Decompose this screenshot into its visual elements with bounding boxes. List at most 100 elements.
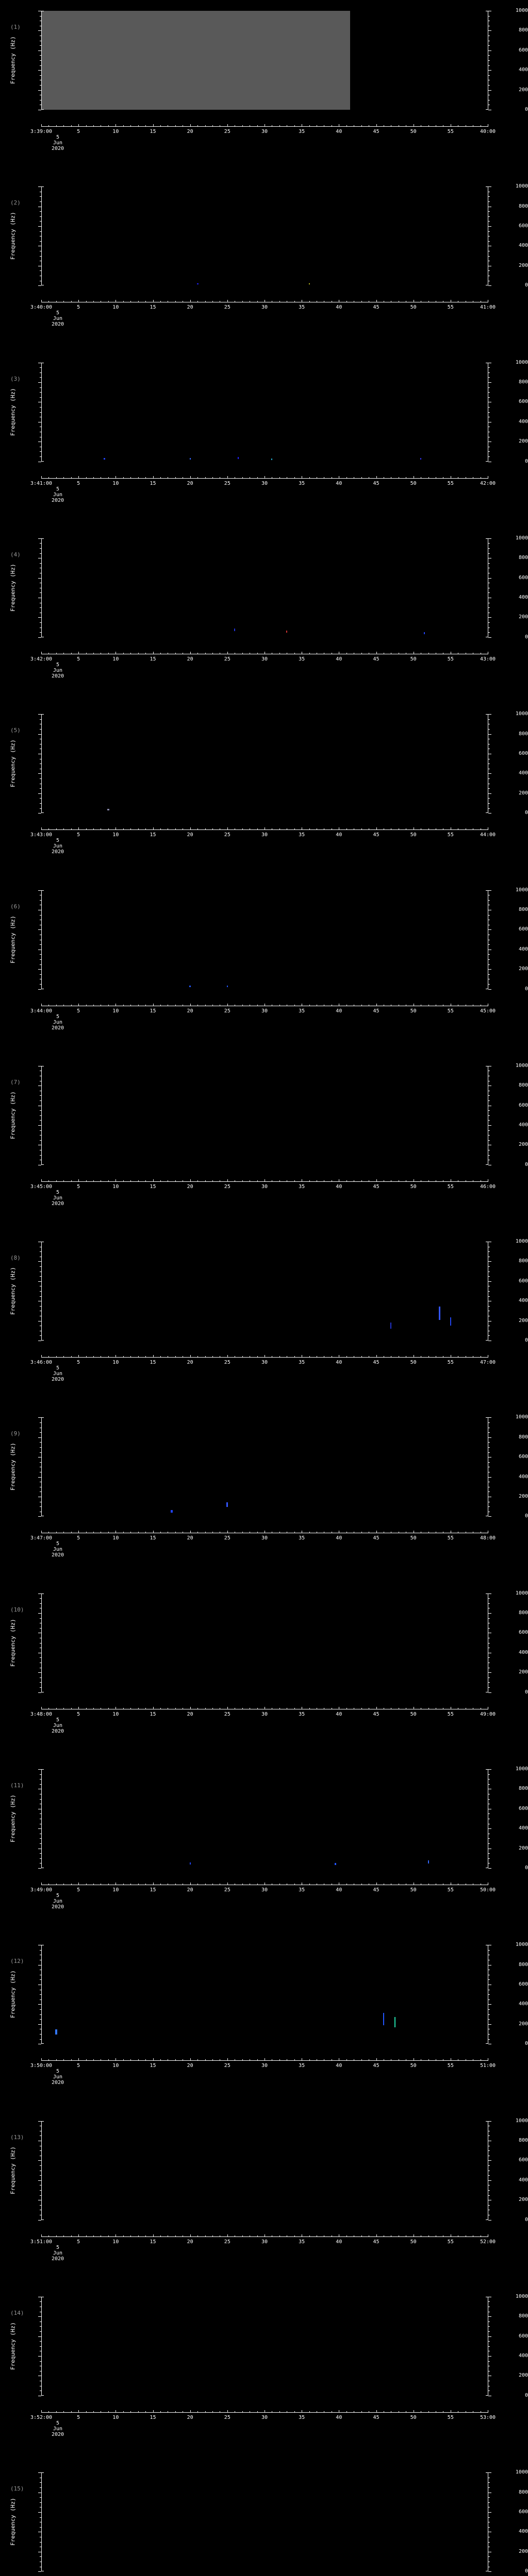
plot-area[interactable] [41, 2472, 488, 2572]
y-minor-tick-right [488, 397, 490, 398]
x-tick-label: 10 [112, 304, 119, 311]
x-tick-label: 55 [447, 2063, 454, 2069]
axis-spine [41, 1065, 42, 1165]
x-minor-tick [242, 125, 243, 127]
detection-trace [271, 458, 273, 460]
y-minor-tick [40, 728, 41, 730]
x-tick-label: 50 [410, 2239, 417, 2245]
x-minor-tick [257, 125, 258, 127]
x-tick-label: 40 [336, 304, 342, 311]
y-tick-label: 800 [518, 2137, 528, 2143]
y-tick-right [488, 1417, 491, 1418]
y-minor-tick-right [488, 45, 490, 46]
x-axis-end-label: 43:00 [480, 656, 496, 662]
x-minor-tick [86, 1356, 87, 1358]
plot-area[interactable] [41, 1242, 488, 1341]
date-stack: 5 Jun 2020 [52, 486, 64, 503]
x-tick-label: 5 [77, 832, 80, 838]
detection-trace [424, 632, 425, 635]
plot-area[interactable] [41, 714, 488, 814]
x-minor-tick [56, 2059, 57, 2061]
date-line: 2020 [51, 497, 64, 503]
x-minor-tick [138, 652, 139, 654]
x-minor-tick [138, 2411, 139, 2413]
y-tick-label: 0 [524, 107, 528, 112]
plot-area[interactable] [41, 362, 488, 462]
y-minor-tick-right [488, 372, 490, 373]
x-minor-tick [205, 1180, 206, 1182]
y-tick-label: 1000 [515, 1590, 528, 1596]
spectrogram-panel: 0 200 400 600 800 1000 Frequency (Hz) (10) 3:48:… [0, 1583, 528, 1758]
x-minor-tick [212, 2235, 213, 2237]
x-axis-start-label: 3:47:00 [30, 1535, 53, 1541]
y-minor-tick-right [488, 406, 490, 408]
plot-area[interactable] [41, 2121, 488, 2220]
x-minor-tick [130, 301, 131, 303]
panel-number: (5) [10, 727, 21, 734]
x-tick-label: 50 [410, 1360, 417, 1366]
x-minor-tick [63, 1356, 64, 1358]
y-tick-label: 1000 [515, 2293, 528, 2299]
x-minor-tick [130, 1532, 131, 1534]
date-line: 5 [56, 662, 60, 668]
y-minor-tick-right [488, 456, 490, 457]
x-minor-tick [175, 828, 176, 831]
plot-area[interactable] [41, 187, 488, 286]
y-tick-label: 600 [518, 926, 528, 933]
y-tick-label: 800 [518, 1786, 528, 1792]
x-minor-tick [197, 1004, 199, 1006]
y-tick-label: 0 [524, 282, 528, 289]
plot-area[interactable] [41, 890, 488, 989]
axis-spine [41, 11, 42, 110]
plot-area[interactable] [41, 2296, 488, 2396]
x-minor-tick [71, 2059, 72, 2061]
x-minor-tick [160, 1532, 161, 1534]
x-tick-label: 25 [224, 1008, 230, 1014]
plot-area[interactable] [41, 1065, 488, 1165]
x-tick-label: 20 [187, 2063, 193, 2069]
y-minor-tick-right [488, 270, 490, 272]
x-tick-label: 15 [150, 2414, 156, 2420]
x-tick [78, 2058, 79, 2061]
x-minor-tick [279, 2059, 280, 2061]
x-minor-tick [123, 2235, 124, 2237]
axis-cap [41, 1164, 44, 1165]
date-line: 5 [56, 2420, 60, 2426]
y-minor-tick [40, 65, 41, 66]
y-tick-right [488, 2512, 491, 2513]
x-minor-tick [175, 2059, 176, 2061]
plot-area[interactable] [41, 1593, 488, 1692]
y-minor-tick [40, 367, 41, 368]
detection-trace [104, 457, 106, 460]
y-tick [38, 538, 41, 539]
x-axis-start-label: 3:39:00 [30, 129, 53, 134]
x-minor-tick [63, 1532, 64, 1534]
x-minor-tick [361, 1532, 362, 1534]
x-tick-label: 5 [77, 2063, 80, 2069]
axis-cap [486, 1340, 488, 1341]
plot-area[interactable] [41, 1769, 488, 1868]
spectrogram-panel: 0 200 400 600 800 1000 Frequency (Hz) (7) 3:45:0… [0, 1055, 528, 1231]
x-tick-label: 20 [187, 480, 193, 486]
x-minor-tick [108, 828, 109, 831]
axis-cap [41, 2219, 44, 2220]
x-minor-tick [108, 1180, 109, 1182]
x-minor-tick [175, 2411, 176, 2413]
date-line: Jun [53, 667, 63, 673]
y-minor-tick [40, 397, 41, 398]
plot-area[interactable] [41, 1417, 488, 1517]
x-minor-tick [56, 477, 57, 479]
plot-area[interactable] [41, 1945, 488, 2044]
axis-cap [41, 2472, 44, 2473]
x-tick [376, 2234, 377, 2237]
y-minor-tick [40, 1994, 41, 1995]
axis-cap [486, 2043, 488, 2044]
axis-spine [41, 2296, 42, 2396]
x-minor-tick [279, 1707, 280, 1709]
y-minor-tick-right [488, 2039, 490, 2040]
x-minor-tick [197, 1180, 199, 1182]
plot-area[interactable] [41, 538, 488, 637]
y-tick-right [488, 793, 491, 794]
spectrogram-panel: 0 200 400 600 800 1000 Frequency (Hz) (5) 3:43:0… [0, 703, 528, 879]
x-tick-label: 50 [410, 1183, 417, 1190]
